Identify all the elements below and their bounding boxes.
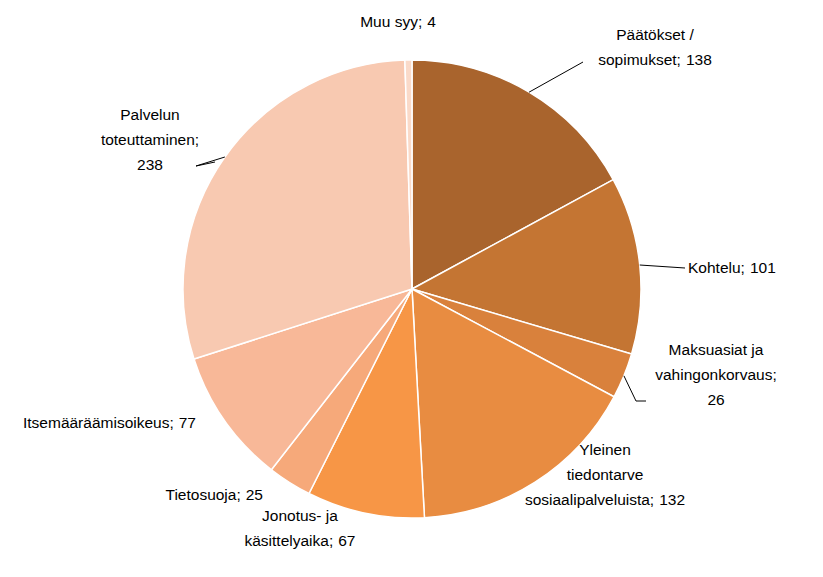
leader-lines	[196, 62, 685, 401]
pie-slice	[405, 60, 412, 289]
data-label: Maksuasiat ja vahingonkorvaus; 26	[655, 341, 777, 408]
label-value: 4	[427, 13, 436, 30]
label-category: Päätökset /	[616, 26, 694, 43]
chart: Päätökset / sopimukset; 138 Kohtelu; 101 Maks…	[0, 0, 823, 577]
data-label: Tietosuoja; 25	[166, 486, 264, 503]
label-category: sopimukset;	[598, 51, 681, 68]
data-label: Kohtelu; 101	[688, 259, 776, 276]
data-label: Muu syy; 4	[360, 13, 436, 30]
label-value: 132	[659, 491, 685, 508]
data-label: Päätökset / sopimukset; 138	[598, 26, 712, 68]
label-category: vahingonkorvaus;	[655, 366, 777, 383]
label-category: Maksuasiat ja	[669, 341, 764, 358]
label-category: tiedontarve	[567, 466, 644, 483]
label-value: 77	[179, 414, 196, 431]
label-category: Yleinen	[579, 441, 631, 458]
label-category: käsittelyaika;	[245, 532, 334, 549]
label-value: 238	[137, 156, 163, 173]
label-value: 138	[686, 51, 712, 68]
label-value: 101	[750, 259, 776, 276]
leader-line	[529, 62, 583, 92]
label-value: 67	[338, 532, 355, 549]
label-value: 25	[246, 486, 263, 503]
label-category: Kohtelu;	[688, 259, 745, 276]
data-label: Yleinen tiedontarve sosiaalipalveluista; 13…	[525, 441, 685, 508]
pie-slice	[183, 60, 412, 359]
label-category: Jonotus- ja	[262, 507, 338, 524]
label-category: toteuttaminen;	[101, 131, 199, 148]
data-labels: Päätökset / sopimukset; 138 Kohtelu; 101 Maks…	[23, 13, 777, 549]
label-category: Palvelun	[120, 106, 179, 123]
label-value: 26	[707, 391, 724, 408]
leader-line	[624, 376, 646, 401]
label-category: Tietosuoja;	[166, 486, 241, 503]
leader-line	[640, 265, 685, 268]
label-category: Muu syy;	[360, 13, 422, 30]
leader-line	[196, 157, 225, 166]
data-label: Jonotus- ja käsittelyaika;67	[245, 507, 356, 549]
slices	[183, 60, 641, 518]
label-category: Itsemääräämisoikeus;	[23, 414, 174, 431]
label-category: sosiaalipalveluista;	[525, 491, 654, 508]
data-label: Itsemääräämisoikeus; 77	[23, 414, 196, 431]
data-label: Palvelun toteuttaminen; 238	[101, 106, 199, 173]
pie-slice	[412, 289, 614, 518]
